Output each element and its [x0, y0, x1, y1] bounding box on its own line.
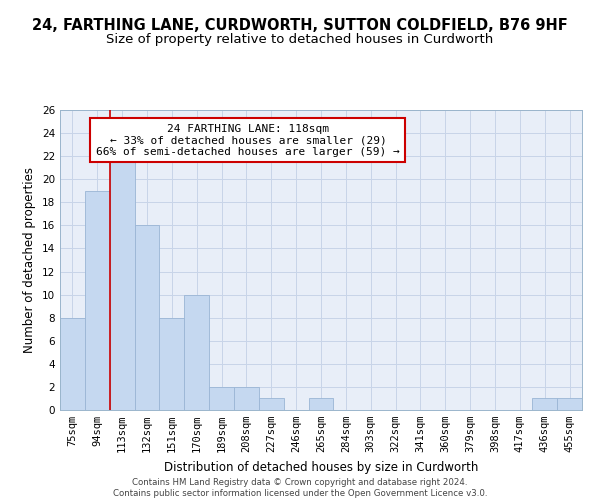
Text: Contains HM Land Registry data © Crown copyright and database right 2024.
Contai: Contains HM Land Registry data © Crown c… — [113, 478, 487, 498]
Bar — [308, 398, 334, 410]
Bar — [532, 398, 557, 410]
Bar — [160, 318, 184, 410]
Text: 24, FARTHING LANE, CURDWORTH, SUTTON COLDFIELD, B76 9HF: 24, FARTHING LANE, CURDWORTH, SUTTON COL… — [32, 18, 568, 32]
Bar — [110, 156, 134, 410]
Bar — [85, 191, 110, 410]
Text: 24 FARTHING LANE: 118sqm
← 33% of detached houses are smaller (29)
66% of semi-d: 24 FARTHING LANE: 118sqm ← 33% of detach… — [96, 124, 400, 156]
Text: Size of property relative to detached houses in Curdworth: Size of property relative to detached ho… — [106, 32, 494, 46]
Bar — [234, 387, 259, 410]
Bar — [557, 398, 582, 410]
Bar — [134, 226, 160, 410]
Bar — [209, 387, 234, 410]
Bar — [259, 398, 284, 410]
Y-axis label: Number of detached properties: Number of detached properties — [23, 167, 37, 353]
X-axis label: Distribution of detached houses by size in Curdworth: Distribution of detached houses by size … — [164, 460, 478, 473]
Bar — [184, 294, 209, 410]
Bar — [60, 318, 85, 410]
